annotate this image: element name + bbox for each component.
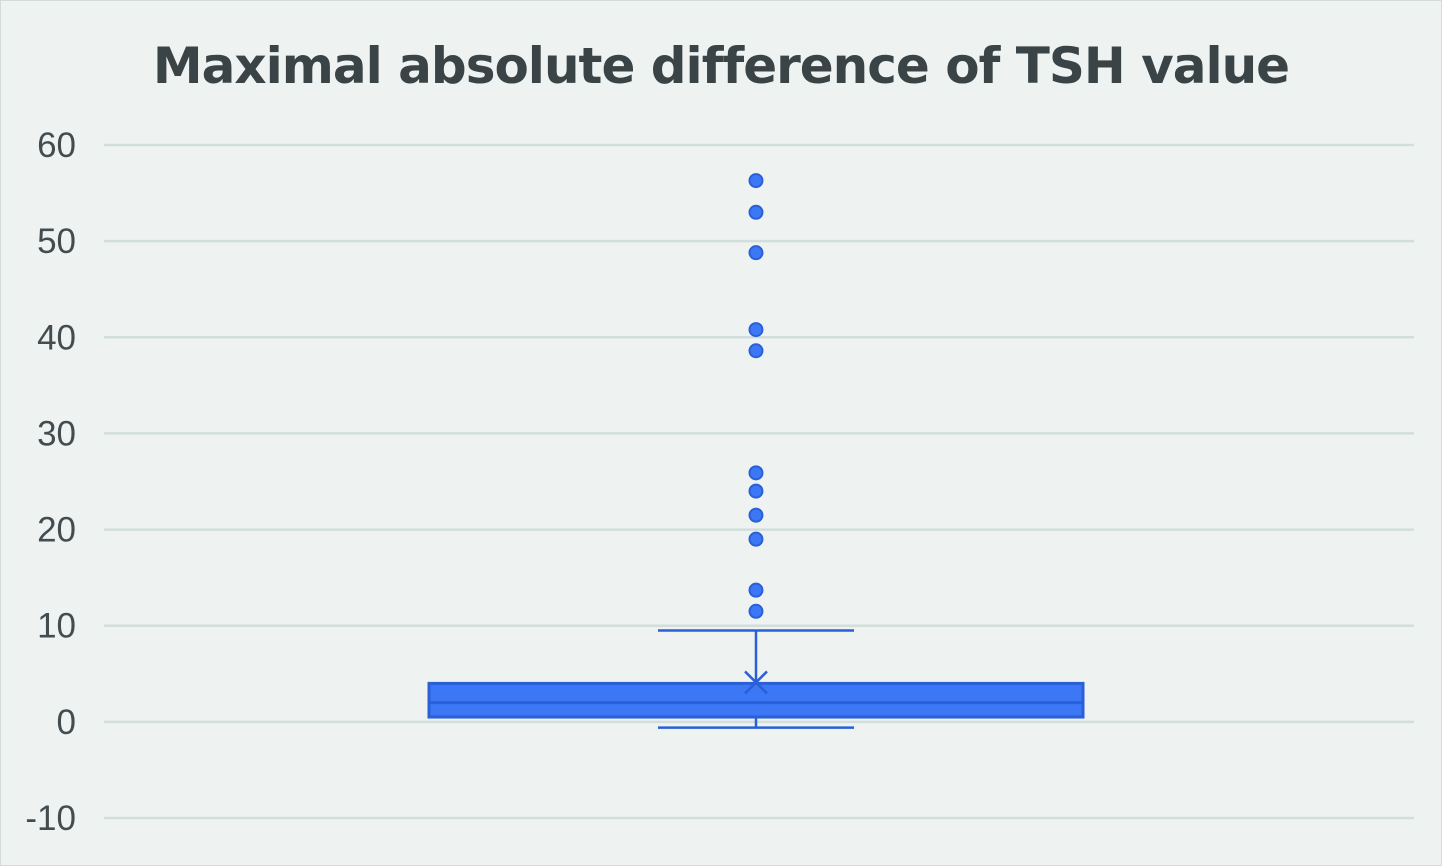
outlier-point xyxy=(748,507,764,523)
outlier-point xyxy=(748,531,764,547)
y-tick-label: 0 xyxy=(57,703,76,742)
y-tick-label: -10 xyxy=(25,799,76,838)
outlier-point xyxy=(748,465,764,481)
outlier-point xyxy=(748,483,764,499)
outlier-point xyxy=(748,173,764,189)
outlier-point xyxy=(748,343,764,359)
y-tick-label: 10 xyxy=(37,607,76,646)
y-tick-label: 60 xyxy=(37,126,76,165)
y-tick-label: 40 xyxy=(37,318,76,357)
interquartile-box xyxy=(427,681,1085,719)
outlier-point xyxy=(748,204,764,220)
outlier-point xyxy=(748,322,764,338)
outlier-point xyxy=(748,582,764,598)
y-tick-label: 20 xyxy=(37,511,76,550)
gridlines xyxy=(104,143,1414,820)
mean-marker-stroke xyxy=(744,670,768,695)
box-plot xyxy=(427,629,1085,729)
outlier-point xyxy=(748,603,764,619)
outliers xyxy=(748,173,764,619)
outlier-point xyxy=(748,245,764,261)
y-axis-ticks: -10 0 10 20 30 40 50 60 xyxy=(25,126,76,838)
y-tick-label: 30 xyxy=(37,414,76,453)
y-tick-label: 50 xyxy=(37,222,76,261)
chart-title: Maximal absolute difference of TSH value xyxy=(152,37,1290,95)
